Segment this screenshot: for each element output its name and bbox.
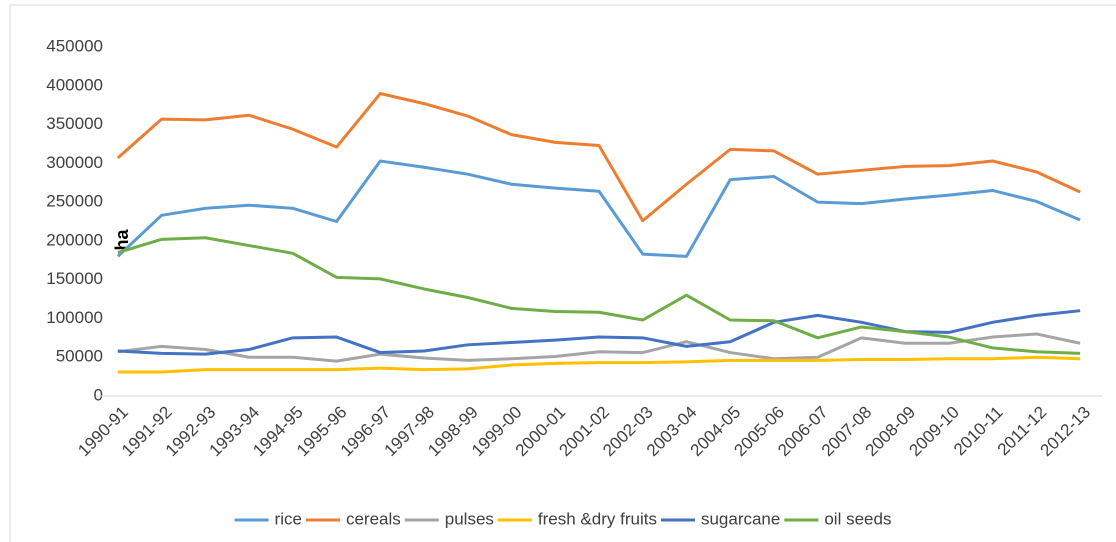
y-tick-label: 100000: [46, 308, 103, 327]
legend-label: oil seeds: [824, 509, 891, 528]
y-tick-label: 300000: [46, 153, 103, 172]
y-axis-label: ha: [112, 229, 132, 251]
series-line: [117, 236, 1081, 355]
legend-label: cereals: [346, 509, 401, 528]
y-tick-label: 450000: [46, 36, 103, 55]
y-tick-label: 150000: [46, 269, 103, 288]
legend-label: sugarcane: [701, 509, 780, 528]
y-tick-label: 350000: [46, 114, 103, 133]
series-line: [117, 355, 1081, 374]
legend-label: rice: [275, 509, 302, 528]
y-tick-label: 0: [94, 385, 103, 404]
chart-border: [9, 4, 1116, 542]
y-tick-label: 200000: [46, 230, 103, 249]
series-line: [117, 309, 1081, 356]
series-line: [116, 159, 1081, 258]
legend-label: fresh &dry fruits: [538, 509, 657, 528]
series-line: [117, 332, 1081, 363]
legend-label: pulses: [445, 509, 494, 528]
y-tick-label: 250000: [46, 192, 103, 211]
y-tick-label: 50000: [56, 347, 103, 366]
y-tick-label: 400000: [46, 75, 103, 94]
series-line: [116, 92, 1081, 223]
